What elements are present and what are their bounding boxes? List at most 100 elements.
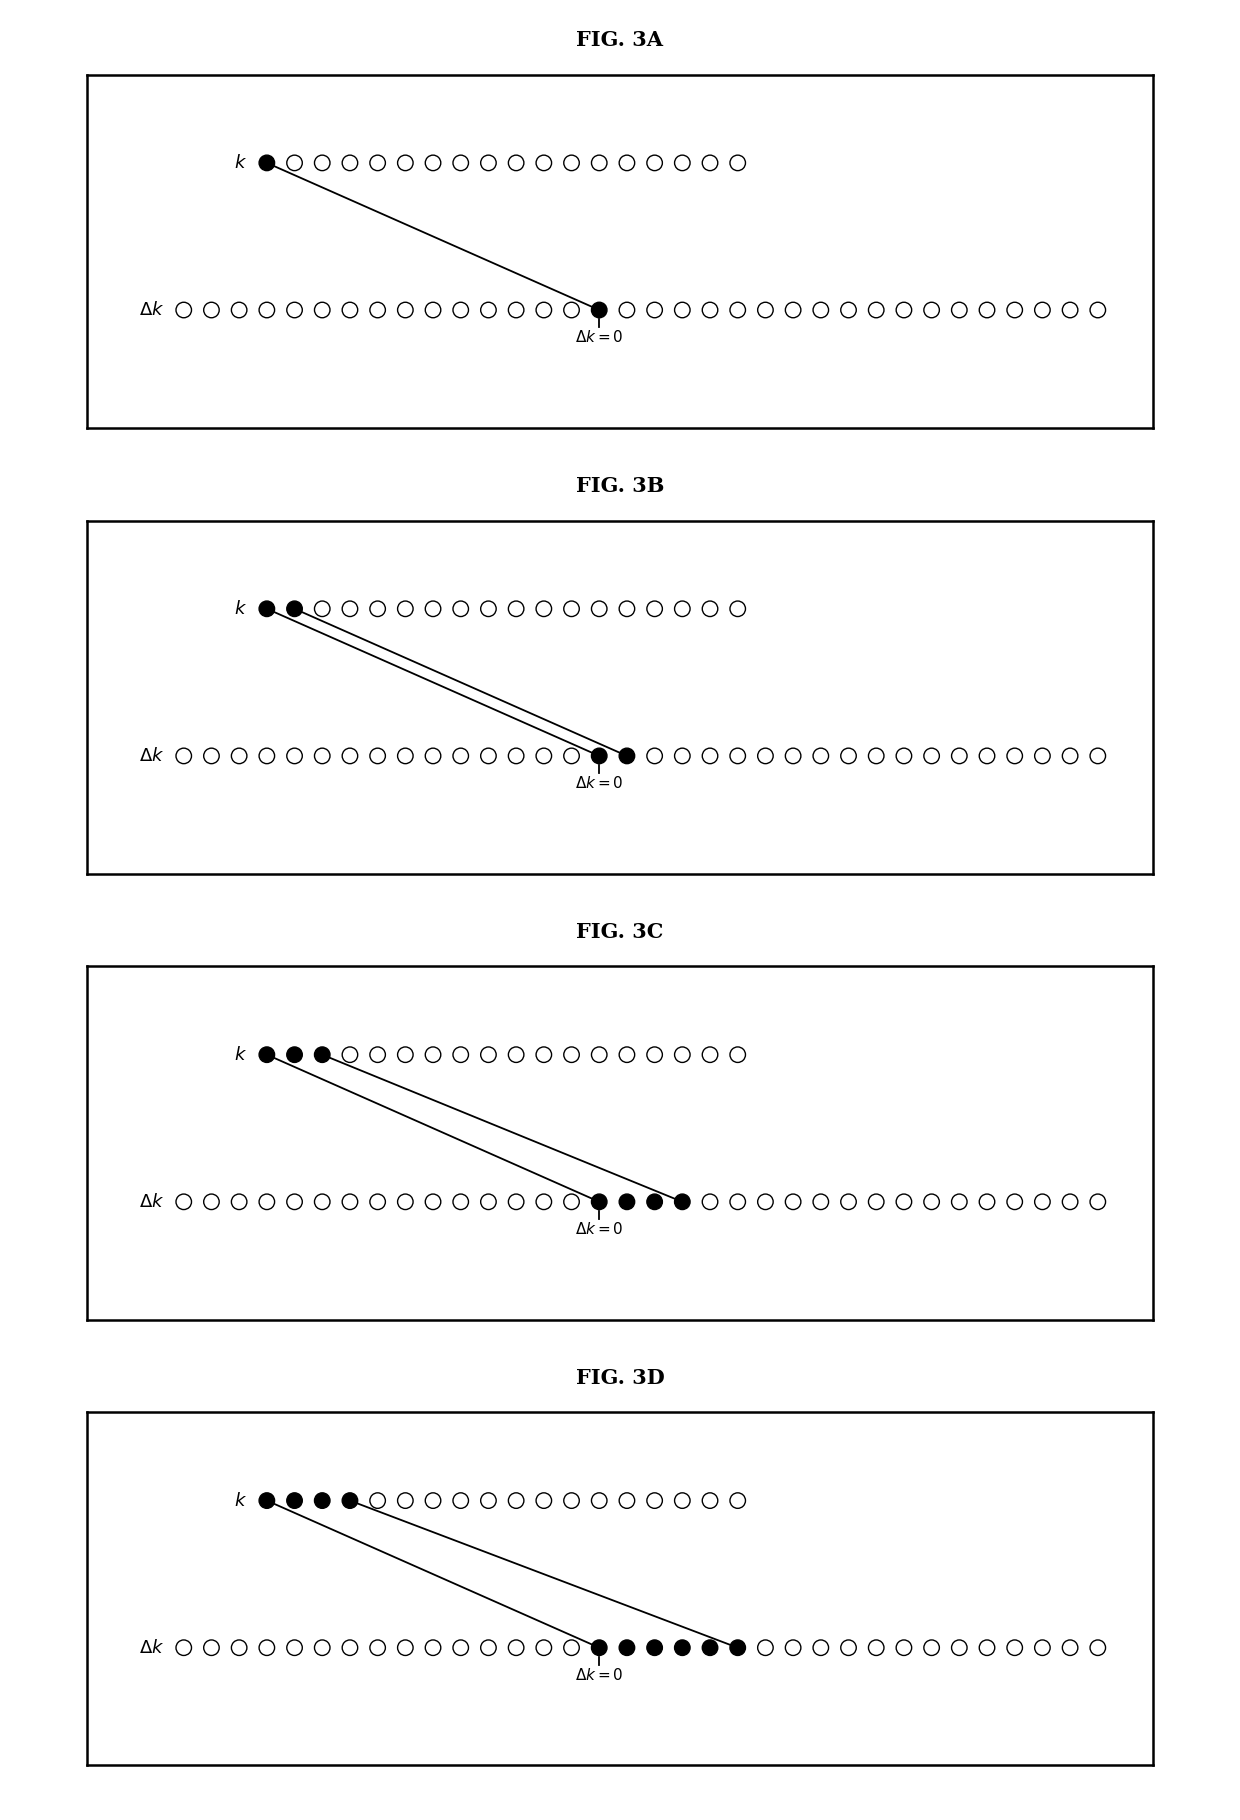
Ellipse shape: [536, 1194, 552, 1210]
Text: FIG. 3A: FIG. 3A: [577, 31, 663, 49]
Ellipse shape: [619, 1640, 635, 1656]
Text: FIG. 3D: FIG. 3D: [575, 1369, 665, 1387]
Ellipse shape: [1063, 302, 1078, 318]
Ellipse shape: [813, 302, 828, 318]
Text: $k$: $k$: [234, 155, 248, 171]
Ellipse shape: [730, 601, 745, 617]
Ellipse shape: [1034, 302, 1050, 318]
Ellipse shape: [315, 1492, 330, 1509]
Ellipse shape: [564, 1640, 579, 1656]
Ellipse shape: [702, 748, 718, 764]
Text: $\Delta k$: $\Delta k$: [139, 1192, 165, 1210]
Ellipse shape: [1034, 748, 1050, 764]
Ellipse shape: [730, 155, 745, 171]
Text: $k$: $k$: [234, 601, 248, 617]
Ellipse shape: [647, 302, 662, 318]
Ellipse shape: [980, 1194, 994, 1210]
Ellipse shape: [675, 155, 691, 171]
Ellipse shape: [785, 302, 801, 318]
Ellipse shape: [647, 748, 662, 764]
Ellipse shape: [398, 748, 413, 764]
Ellipse shape: [897, 302, 911, 318]
Ellipse shape: [315, 1640, 330, 1656]
Ellipse shape: [232, 302, 247, 318]
Ellipse shape: [425, 748, 440, 764]
Ellipse shape: [675, 1492, 691, 1509]
Ellipse shape: [286, 1194, 303, 1210]
Ellipse shape: [508, 748, 523, 764]
Ellipse shape: [398, 601, 413, 617]
Ellipse shape: [398, 155, 413, 171]
Ellipse shape: [370, 1492, 386, 1509]
Ellipse shape: [730, 1194, 745, 1210]
Ellipse shape: [730, 748, 745, 764]
Ellipse shape: [286, 1046, 303, 1063]
Ellipse shape: [342, 155, 357, 171]
Ellipse shape: [176, 1640, 191, 1656]
Ellipse shape: [1034, 1640, 1050, 1656]
Ellipse shape: [481, 601, 496, 617]
Ellipse shape: [1063, 1194, 1078, 1210]
Ellipse shape: [176, 748, 191, 764]
Ellipse shape: [536, 1640, 552, 1656]
Ellipse shape: [508, 302, 523, 318]
Ellipse shape: [286, 1640, 303, 1656]
Ellipse shape: [897, 1640, 911, 1656]
Ellipse shape: [481, 1640, 496, 1656]
Ellipse shape: [1090, 1640, 1106, 1656]
Ellipse shape: [675, 1194, 691, 1210]
Ellipse shape: [897, 1194, 911, 1210]
Ellipse shape: [259, 302, 274, 318]
Ellipse shape: [619, 1194, 635, 1210]
Ellipse shape: [841, 748, 857, 764]
Ellipse shape: [868, 1194, 884, 1210]
Ellipse shape: [564, 1194, 579, 1210]
Ellipse shape: [1063, 748, 1078, 764]
Ellipse shape: [370, 1194, 386, 1210]
Ellipse shape: [591, 1492, 608, 1509]
Ellipse shape: [259, 1046, 274, 1063]
Ellipse shape: [259, 1194, 274, 1210]
Text: $\Delta k=0$: $\Delta k=0$: [575, 775, 624, 792]
Ellipse shape: [453, 1194, 469, 1210]
Ellipse shape: [758, 748, 774, 764]
Ellipse shape: [508, 1640, 523, 1656]
Ellipse shape: [536, 748, 552, 764]
Ellipse shape: [1007, 302, 1023, 318]
Ellipse shape: [398, 302, 413, 318]
Ellipse shape: [702, 1046, 718, 1063]
Ellipse shape: [1063, 1640, 1078, 1656]
Ellipse shape: [647, 1046, 662, 1063]
Ellipse shape: [315, 748, 330, 764]
Ellipse shape: [564, 302, 579, 318]
Ellipse shape: [453, 748, 469, 764]
Ellipse shape: [675, 748, 691, 764]
Ellipse shape: [203, 1194, 219, 1210]
Ellipse shape: [315, 155, 330, 171]
Ellipse shape: [619, 601, 635, 617]
Ellipse shape: [675, 1046, 691, 1063]
Ellipse shape: [1007, 748, 1023, 764]
Ellipse shape: [342, 1492, 357, 1509]
Ellipse shape: [1090, 1194, 1106, 1210]
Ellipse shape: [619, 155, 635, 171]
Ellipse shape: [924, 1194, 940, 1210]
Ellipse shape: [675, 1640, 691, 1656]
Ellipse shape: [591, 601, 608, 617]
Ellipse shape: [342, 1046, 357, 1063]
Ellipse shape: [259, 155, 274, 171]
Ellipse shape: [370, 748, 386, 764]
Ellipse shape: [702, 302, 718, 318]
Ellipse shape: [425, 601, 440, 617]
Ellipse shape: [647, 601, 662, 617]
Ellipse shape: [508, 1194, 523, 1210]
Ellipse shape: [398, 1640, 413, 1656]
Ellipse shape: [730, 302, 745, 318]
Ellipse shape: [647, 1640, 662, 1656]
Ellipse shape: [924, 302, 940, 318]
Ellipse shape: [370, 1640, 386, 1656]
Ellipse shape: [203, 748, 219, 764]
Ellipse shape: [647, 1492, 662, 1509]
Ellipse shape: [841, 302, 857, 318]
Ellipse shape: [730, 1640, 745, 1656]
